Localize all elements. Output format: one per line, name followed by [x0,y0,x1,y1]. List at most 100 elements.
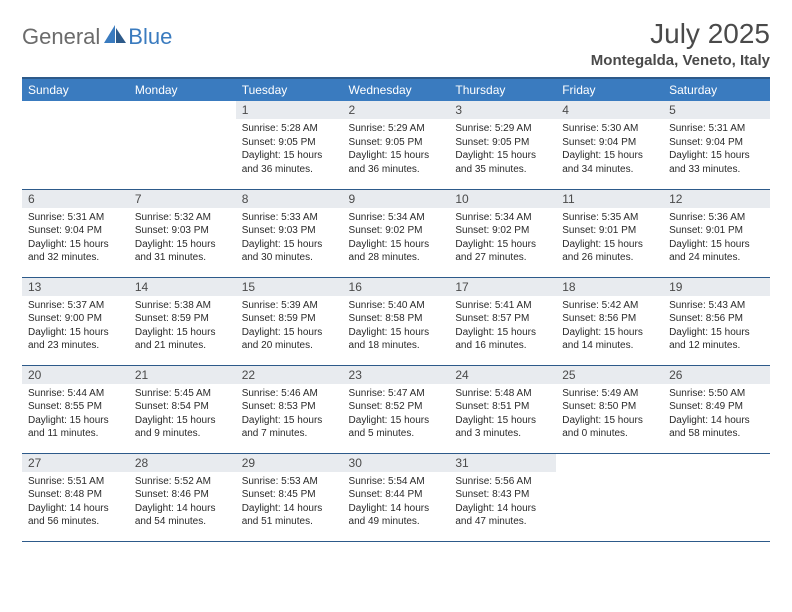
sunset-text: Sunset: 9:04 PM [669,136,764,150]
sunset-text: Sunset: 8:58 PM [349,312,444,326]
calendar-cell: 8Sunrise: 5:33 AMSunset: 9:03 PMDaylight… [236,189,343,277]
day-number: 17 [449,278,556,296]
calendar-cell: 5Sunrise: 5:31 AMSunset: 9:04 PMDaylight… [663,101,770,189]
daylight-text: Daylight: 15 hours and 14 minutes. [562,326,657,353]
sunrise-text: Sunrise: 5:31 AM [669,122,764,136]
sunset-text: Sunset: 8:59 PM [135,312,230,326]
day-info: Sunrise: 5:48 AMSunset: 8:51 PMDaylight:… [449,384,556,446]
calendar-cell: 19Sunrise: 5:43 AMSunset: 8:56 PMDayligh… [663,277,770,365]
calendar-cell: 31Sunrise: 5:56 AMSunset: 8:43 PMDayligh… [449,453,556,541]
sail-icon [104,25,126,43]
sunrise-text: Sunrise: 5:54 AM [349,475,444,489]
day-info: Sunrise: 5:47 AMSunset: 8:52 PMDaylight:… [343,384,450,446]
day-number: 11 [556,190,663,208]
day-info: Sunrise: 5:31 AMSunset: 9:04 PMDaylight:… [22,208,129,270]
day-number: 13 [22,278,129,296]
sunset-text: Sunset: 8:56 PM [562,312,657,326]
day-number: 23 [343,366,450,384]
daylight-text: Daylight: 15 hours and 3 minutes. [455,414,550,441]
calendar-cell: 14Sunrise: 5:38 AMSunset: 8:59 PMDayligh… [129,277,236,365]
daylight-text: Daylight: 14 hours and 58 minutes. [669,414,764,441]
weekday-header: Saturday [663,78,770,101]
logo-text-general: General [22,24,100,50]
daylight-text: Daylight: 15 hours and 23 minutes. [28,326,123,353]
sunrise-text: Sunrise: 5:37 AM [28,299,123,313]
calendar-row: 27Sunrise: 5:51 AMSunset: 8:48 PMDayligh… [22,453,770,541]
sunset-text: Sunset: 8:55 PM [28,400,123,414]
sunrise-text: Sunrise: 5:29 AM [455,122,550,136]
sunrise-text: Sunrise: 5:28 AM [242,122,337,136]
calendar-cell: 3Sunrise: 5:29 AMSunset: 9:05 PMDaylight… [449,101,556,189]
day-number: 31 [449,454,556,472]
daylight-text: Daylight: 15 hours and 32 minutes. [28,238,123,265]
day-number: 15 [236,278,343,296]
day-info: Sunrise: 5:56 AMSunset: 8:43 PMDaylight:… [449,472,556,534]
day-info: Sunrise: 5:51 AMSunset: 8:48 PMDaylight:… [22,472,129,534]
calendar-cell: 10Sunrise: 5:34 AMSunset: 9:02 PMDayligh… [449,189,556,277]
day-number: 7 [129,190,236,208]
calendar-cell [129,101,236,189]
day-info: Sunrise: 5:29 AMSunset: 9:05 PMDaylight:… [343,119,450,181]
sunrise-text: Sunrise: 5:41 AM [455,299,550,313]
daylight-text: Daylight: 15 hours and 35 minutes. [455,149,550,176]
calendar-cell: 15Sunrise: 5:39 AMSunset: 8:59 PMDayligh… [236,277,343,365]
calendar-cell: 22Sunrise: 5:46 AMSunset: 8:53 PMDayligh… [236,365,343,453]
sunrise-text: Sunrise: 5:42 AM [562,299,657,313]
daylight-text: Daylight: 15 hours and 27 minutes. [455,238,550,265]
weekday-header: Tuesday [236,78,343,101]
daylight-text: Daylight: 15 hours and 0 minutes. [562,414,657,441]
calendar-cell: 11Sunrise: 5:35 AMSunset: 9:01 PMDayligh… [556,189,663,277]
sunset-text: Sunset: 8:46 PM [135,488,230,502]
calendar-cell [556,453,663,541]
calendar-cell: 12Sunrise: 5:36 AMSunset: 9:01 PMDayligh… [663,189,770,277]
calendar-cell: 23Sunrise: 5:47 AMSunset: 8:52 PMDayligh… [343,365,450,453]
sunset-text: Sunset: 9:01 PM [562,224,657,238]
weekday-header: Sunday [22,78,129,101]
sunset-text: Sunset: 8:51 PM [455,400,550,414]
weekday-header: Friday [556,78,663,101]
calendar-cell: 20Sunrise: 5:44 AMSunset: 8:55 PMDayligh… [22,365,129,453]
sunrise-text: Sunrise: 5:50 AM [669,387,764,401]
day-info: Sunrise: 5:53 AMSunset: 8:45 PMDaylight:… [236,472,343,534]
sunrise-text: Sunrise: 5:53 AM [242,475,337,489]
calendar-cell: 21Sunrise: 5:45 AMSunset: 8:54 PMDayligh… [129,365,236,453]
day-info: Sunrise: 5:45 AMSunset: 8:54 PMDaylight:… [129,384,236,446]
month-title: July 2025 [591,18,770,50]
day-info: Sunrise: 5:31 AMSunset: 9:04 PMDaylight:… [663,119,770,181]
calendar-table: SundayMondayTuesdayWednesdayThursdayFrid… [22,77,770,542]
day-number: 20 [22,366,129,384]
calendar-cell: 1Sunrise: 5:28 AMSunset: 9:05 PMDaylight… [236,101,343,189]
day-info: Sunrise: 5:40 AMSunset: 8:58 PMDaylight:… [343,296,450,358]
sunset-text: Sunset: 8:44 PM [349,488,444,502]
logo-text-blue: Blue [128,24,172,50]
sunset-text: Sunset: 8:57 PM [455,312,550,326]
sunset-text: Sunset: 8:59 PM [242,312,337,326]
sunset-text: Sunset: 9:03 PM [242,224,337,238]
calendar-cell: 18Sunrise: 5:42 AMSunset: 8:56 PMDayligh… [556,277,663,365]
sunset-text: Sunset: 9:05 PM [349,136,444,150]
daylight-text: Daylight: 15 hours and 34 minutes. [562,149,657,176]
sunrise-text: Sunrise: 5:33 AM [242,211,337,225]
sunset-text: Sunset: 8:49 PM [669,400,764,414]
sunrise-text: Sunrise: 5:34 AM [349,211,444,225]
sunrise-text: Sunrise: 5:30 AM [562,122,657,136]
day-info: Sunrise: 5:49 AMSunset: 8:50 PMDaylight:… [556,384,663,446]
sunrise-text: Sunrise: 5:32 AM [135,211,230,225]
sunset-text: Sunset: 8:56 PM [669,312,764,326]
day-number: 8 [236,190,343,208]
day-number: 2 [343,101,450,119]
calendar-cell: 26Sunrise: 5:50 AMSunset: 8:49 PMDayligh… [663,365,770,453]
calendar-cell: 6Sunrise: 5:31 AMSunset: 9:04 PMDaylight… [22,189,129,277]
sunset-text: Sunset: 8:53 PM [242,400,337,414]
daylight-text: Daylight: 14 hours and 47 minutes. [455,502,550,529]
sunrise-text: Sunrise: 5:39 AM [242,299,337,313]
sunset-text: Sunset: 8:50 PM [562,400,657,414]
calendar-cell: 24Sunrise: 5:48 AMSunset: 8:51 PMDayligh… [449,365,556,453]
day-number: 6 [22,190,129,208]
sunset-text: Sunset: 9:04 PM [562,136,657,150]
daylight-text: Daylight: 14 hours and 49 minutes. [349,502,444,529]
calendar-row: 6Sunrise: 5:31 AMSunset: 9:04 PMDaylight… [22,189,770,277]
day-info: Sunrise: 5:32 AMSunset: 9:03 PMDaylight:… [129,208,236,270]
calendar-cell [663,453,770,541]
day-info: Sunrise: 5:37 AMSunset: 9:00 PMDaylight:… [22,296,129,358]
